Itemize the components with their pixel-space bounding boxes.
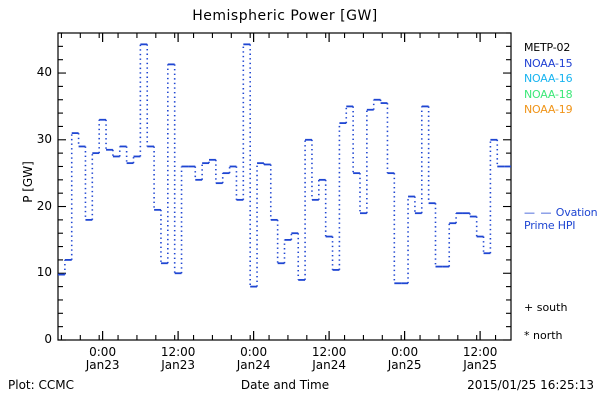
x-tick-date: Jan23 [85, 358, 120, 372]
legend-item-noaa-15[interactable]: NOAA-15 [524, 56, 573, 70]
x-tick-time: 12:00 [311, 345, 347, 359]
legend-symbol-label: south [536, 301, 568, 314]
x-tick-date: Jan24 [312, 358, 346, 372]
y-tick-label: 30 [36, 131, 52, 146]
legend-ovation-line2: Prime HPI [524, 219, 576, 232]
x-tick-time: 12:00 [462, 345, 498, 359]
legend-symbol-north: * north [524, 322, 600, 350]
x-tick-label: 12:00 Jan24 [294, 346, 364, 372]
y-tick-label: 0 [44, 332, 52, 346]
x-tick-time: 12:00 [160, 345, 196, 359]
legend-marker-north-icon: * [524, 329, 533, 342]
legend-item-noaa-18[interactable]: NOAA-18 [524, 87, 573, 101]
x-tick-time: 0:00 [391, 345, 419, 359]
plot-title: Hemispheric Power [GW] [192, 8, 378, 24]
x-tick-date: Jan25 [463, 358, 497, 372]
y-tick-label: 20 [36, 198, 52, 213]
x-axis-label: Date and Time [240, 378, 330, 392]
y-axis-ticks [58, 32, 511, 341]
legend-satellites: METP-02 NOAA-15 NOAA-16 NOAA-18 NOAA-19 [524, 40, 600, 118]
legend-marker-south-icon: + [524, 301, 537, 314]
data-series-group [58, 43, 511, 288]
legend-symbols: + south * north [524, 294, 600, 350]
x-tick-label: 0:00 Jan23 [68, 346, 138, 372]
x-axis-ticks [60, 33, 497, 340]
y-tick-label: 40 [36, 65, 52, 80]
x-tick-date: Jan24 [236, 358, 271, 372]
legend-ovation-label: Ovation [555, 206, 598, 219]
x-tick-time: 0:00 [89, 345, 117, 359]
x-tick-date: Jan23 [161, 358, 195, 372]
legend-item-noaa-19[interactable]: NOAA-19 [524, 103, 573, 116]
legend-ovation-line1: — — Ovation [524, 206, 600, 219]
y-axis-label: P [GW] [21, 161, 35, 203]
x-tick-date: Jan25 [387, 358, 422, 372]
legend-item-noaa-16[interactable]: NOAA-16 [524, 72, 573, 85]
plot-frame-rect [57, 32, 512, 341]
legend-ovation-prime: — — Ovation Prime HPI [524, 206, 600, 232]
plot-frame [57, 32, 512, 341]
legend-item-metp-02[interactable]: METP-02 [524, 41, 571, 54]
legend-ovation-dash: — — [524, 206, 553, 219]
x-tick-label: 0:00 Jan24 [219, 346, 289, 372]
x-tick-label: 12:00 Jan23 [143, 346, 213, 372]
legend-symbol-south: + south [524, 294, 600, 322]
footer-timestamp: 2015/01/25 16:25:13 [467, 378, 594, 392]
x-tick-label: 0:00 Jan25 [370, 346, 440, 372]
x-tick-label: 12:00 Jan25 [445, 346, 515, 372]
y-tick-label: 10 [36, 265, 52, 280]
x-tick-time: 0:00 [240, 345, 268, 359]
footer-plot-source: Plot: CCMC [8, 378, 74, 392]
legend-symbol-label: north [533, 329, 563, 342]
